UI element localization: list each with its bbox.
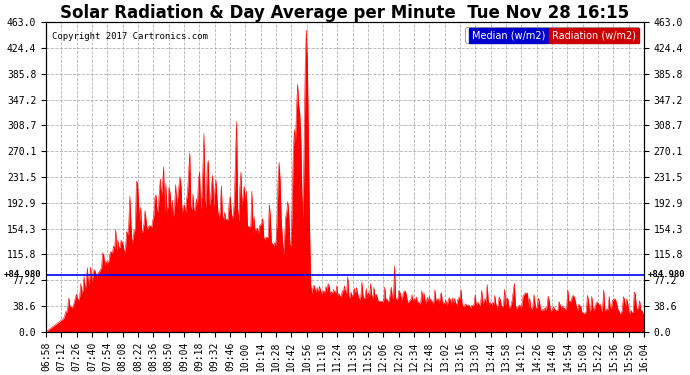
Text: Copyright 2017 Cartronics.com: Copyright 2017 Cartronics.com bbox=[52, 32, 208, 40]
Legend: Median (w/m2), Radiation (w/m2): Median (w/m2), Radiation (w/m2) bbox=[465, 27, 639, 43]
Text: +84.980: +84.980 bbox=[4, 270, 42, 279]
Title: Solar Radiation & Day Average per Minute  Tue Nov 28 16:15: Solar Radiation & Day Average per Minute… bbox=[61, 4, 629, 22]
Text: +84.980: +84.980 bbox=[648, 270, 686, 279]
